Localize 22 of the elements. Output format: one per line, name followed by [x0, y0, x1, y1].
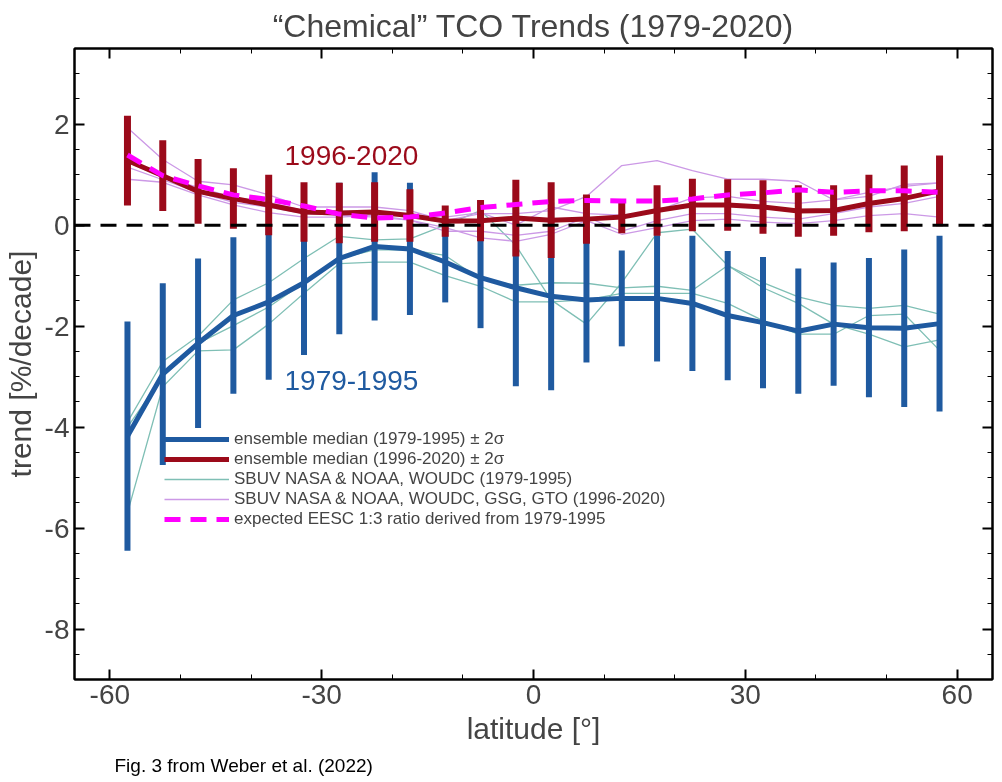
x-tick-label: -30 — [301, 678, 342, 710]
annotation: 1979-1995 — [284, 364, 419, 396]
y-axis-title: trend [%/decade] — [3, 250, 37, 478]
annotation: 1996-2020 — [284, 139, 419, 171]
legend-label: SBUV NASA & NOAA, WOUDC (1979-1995) — [234, 469, 573, 489]
x-tick-label: -60 — [89, 678, 131, 710]
x-tick-label: 30 — [729, 678, 761, 710]
caption: Fig. 3 from Weber et al. (2022) — [114, 754, 373, 776]
chart-title: “Chemical” TCO Trends (1979-2020) — [272, 7, 794, 44]
legend-label: expected EESC 1:3 ratio derived from 1979-1995 — [234, 509, 606, 529]
x-tick-label: 60 — [941, 678, 973, 710]
x-tick-label: 0 — [525, 678, 542, 710]
y-tick-label: 2 — [53, 108, 70, 140]
legend-label: SBUV NASA & NOAA, WOUDC, GSG, GTO (1996-2020) — [234, 489, 666, 509]
y-tick-label: -4 — [44, 411, 70, 443]
legend-label: ensemble median (1996-2020) ± 2σ — [234, 449, 505, 469]
legend-label: ensemble median (1979-1995) ± 2σ — [234, 429, 505, 449]
y-tick-label: -8 — [44, 613, 70, 645]
y-tick-label: -6 — [44, 512, 70, 544]
x-axis-title: latitude [°] — [466, 711, 601, 745]
y-tick-label: 0 — [53, 209, 70, 241]
y-tick-label: -2 — [44, 310, 70, 342]
